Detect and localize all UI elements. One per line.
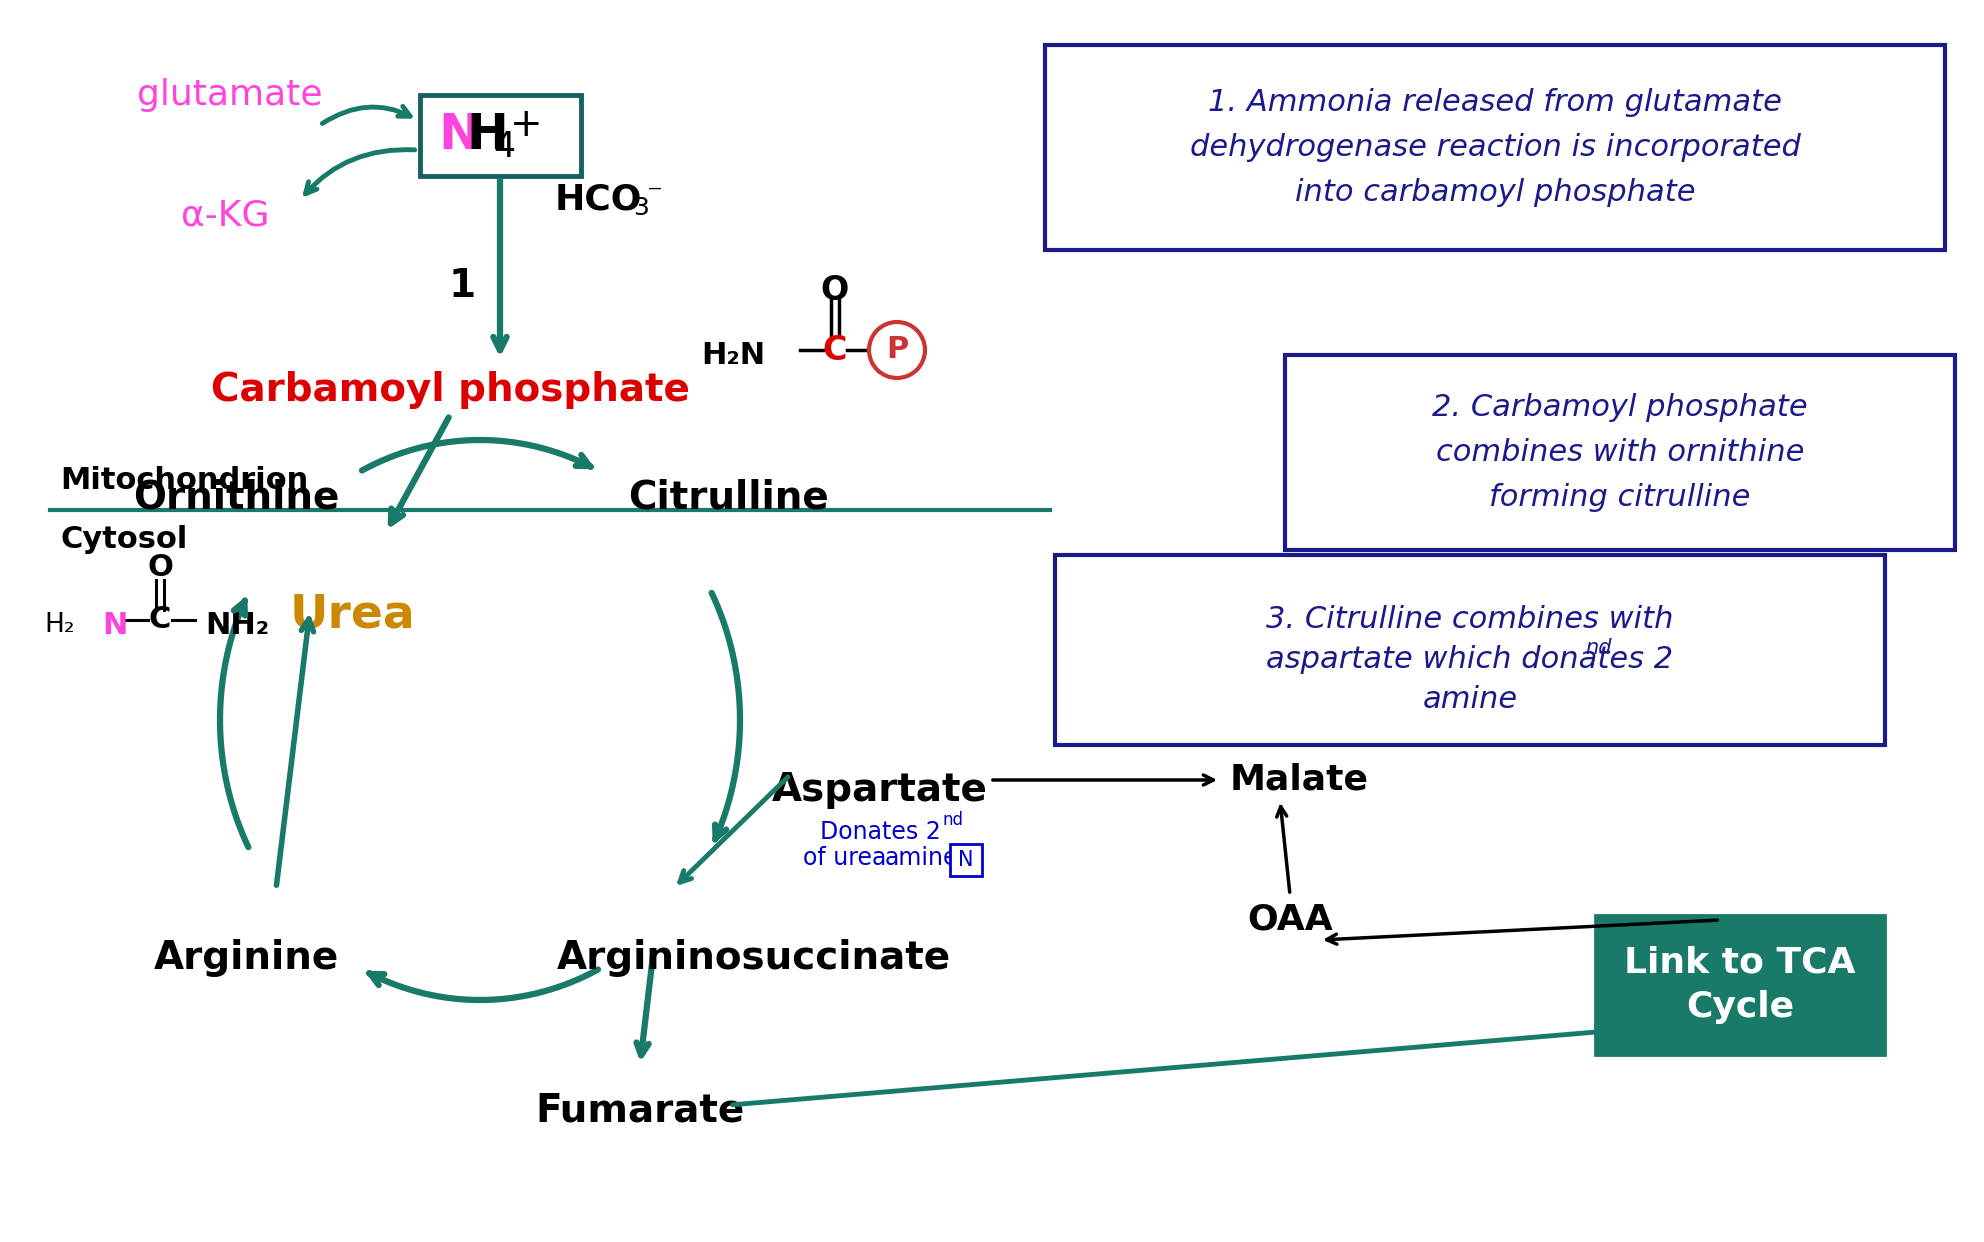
Text: P: P [887, 335, 909, 364]
Text: Link to TCA
Cycle: Link to TCA Cycle [1625, 945, 1855, 1025]
Text: O: O [821, 273, 849, 307]
Text: 1: 1 [448, 267, 476, 306]
Text: N: N [958, 850, 974, 869]
Text: Urea: Urea [290, 592, 417, 637]
Text: ⁻: ⁻ [647, 180, 663, 210]
Text: nd: nd [942, 811, 962, 828]
Text: Ornithine: Ornithine [133, 478, 339, 515]
Text: Malate: Malate [1230, 763, 1369, 797]
Text: Citrulline: Citrulline [629, 478, 829, 515]
Text: H₂N: H₂N [700, 340, 766, 370]
Text: 3. Citrulline combines with: 3. Citrulline combines with [1266, 606, 1674, 635]
Text: Carbamoyl phosphate: Carbamoyl phosphate [210, 371, 688, 409]
Text: Mitochondrion: Mitochondrion [60, 466, 308, 496]
Text: Cytosol: Cytosol [60, 525, 186, 554]
Text: N: N [103, 611, 127, 640]
Text: nd: nd [1585, 638, 1611, 658]
FancyBboxPatch shape [1055, 555, 1885, 745]
FancyBboxPatch shape [1595, 915, 1885, 1054]
Text: C: C [823, 334, 847, 366]
FancyBboxPatch shape [950, 845, 982, 876]
Text: Argininosuccinate: Argininosuccinate [558, 939, 950, 977]
Circle shape [869, 322, 925, 378]
Text: amine: amine [1423, 686, 1518, 714]
Text: Aspartate: Aspartate [772, 771, 988, 809]
Text: α-KG: α-KG [181, 197, 270, 232]
Text: 2. Carbamoyl phosphate
combines with ornithine
forming citrulline: 2. Carbamoyl phosphate combines with orn… [1432, 392, 1807, 512]
FancyBboxPatch shape [1286, 355, 1954, 550]
FancyBboxPatch shape [1046, 45, 1944, 250]
Text: aspartate which donates 2: aspartate which donates 2 [1266, 646, 1674, 674]
Text: HCO: HCO [556, 183, 643, 217]
Text: O: O [147, 554, 173, 582]
Text: NH₂: NH₂ [204, 611, 270, 640]
Text: Fumarate: Fumarate [536, 1090, 744, 1129]
Text: 4: 4 [492, 130, 516, 164]
Text: of urea: of urea [804, 846, 887, 869]
Text: OAA: OAA [1248, 903, 1333, 936]
Text: Donates 2: Donates 2 [819, 820, 940, 845]
Text: Arginine: Arginine [153, 939, 339, 977]
Text: +: + [510, 106, 544, 144]
FancyBboxPatch shape [419, 94, 581, 175]
Text: H: H [466, 111, 508, 159]
Text: 3: 3 [633, 196, 649, 220]
Text: amine: amine [885, 846, 958, 869]
Text: 1. Ammonia released from glutamate
dehydrogenase reaction is incorporated
into c: 1. Ammonia released from glutamate dehyd… [1190, 88, 1799, 207]
Text: C: C [149, 606, 171, 635]
Text: H₂: H₂ [44, 612, 75, 638]
Text: N: N [438, 111, 480, 159]
Text: glutamate: glutamate [137, 78, 323, 112]
